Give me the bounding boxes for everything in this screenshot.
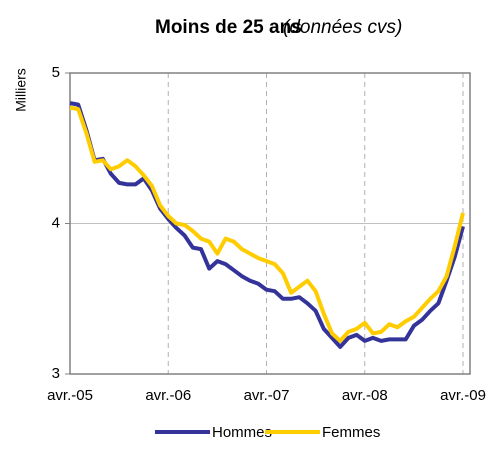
legend-label: Femmes <box>322 424 380 441</box>
x-tick-label: avr.-05 <box>47 387 93 404</box>
x-tick-label: avr.-07 <box>244 387 290 404</box>
series-line <box>69 105 465 343</box>
x-tick-label: avr.-06 <box>145 387 191 404</box>
y-axis-label: Milliers <box>13 68 29 112</box>
y-tick-label: 4 <box>52 214 60 231</box>
x-tick-label: avr.-09 <box>440 387 486 404</box>
series-line <box>69 101 465 349</box>
legend-label: Hommes <box>212 424 272 441</box>
chart-subtitle: (données cvs) <box>283 17 402 38</box>
chart-title: Moins de 25 ans <box>155 17 302 38</box>
x-tick-label: avr.-08 <box>342 387 388 404</box>
plot-frame <box>69 72 471 375</box>
y-tick-label: 3 <box>52 365 60 382</box>
y-tick-label: 5 <box>52 64 60 81</box>
